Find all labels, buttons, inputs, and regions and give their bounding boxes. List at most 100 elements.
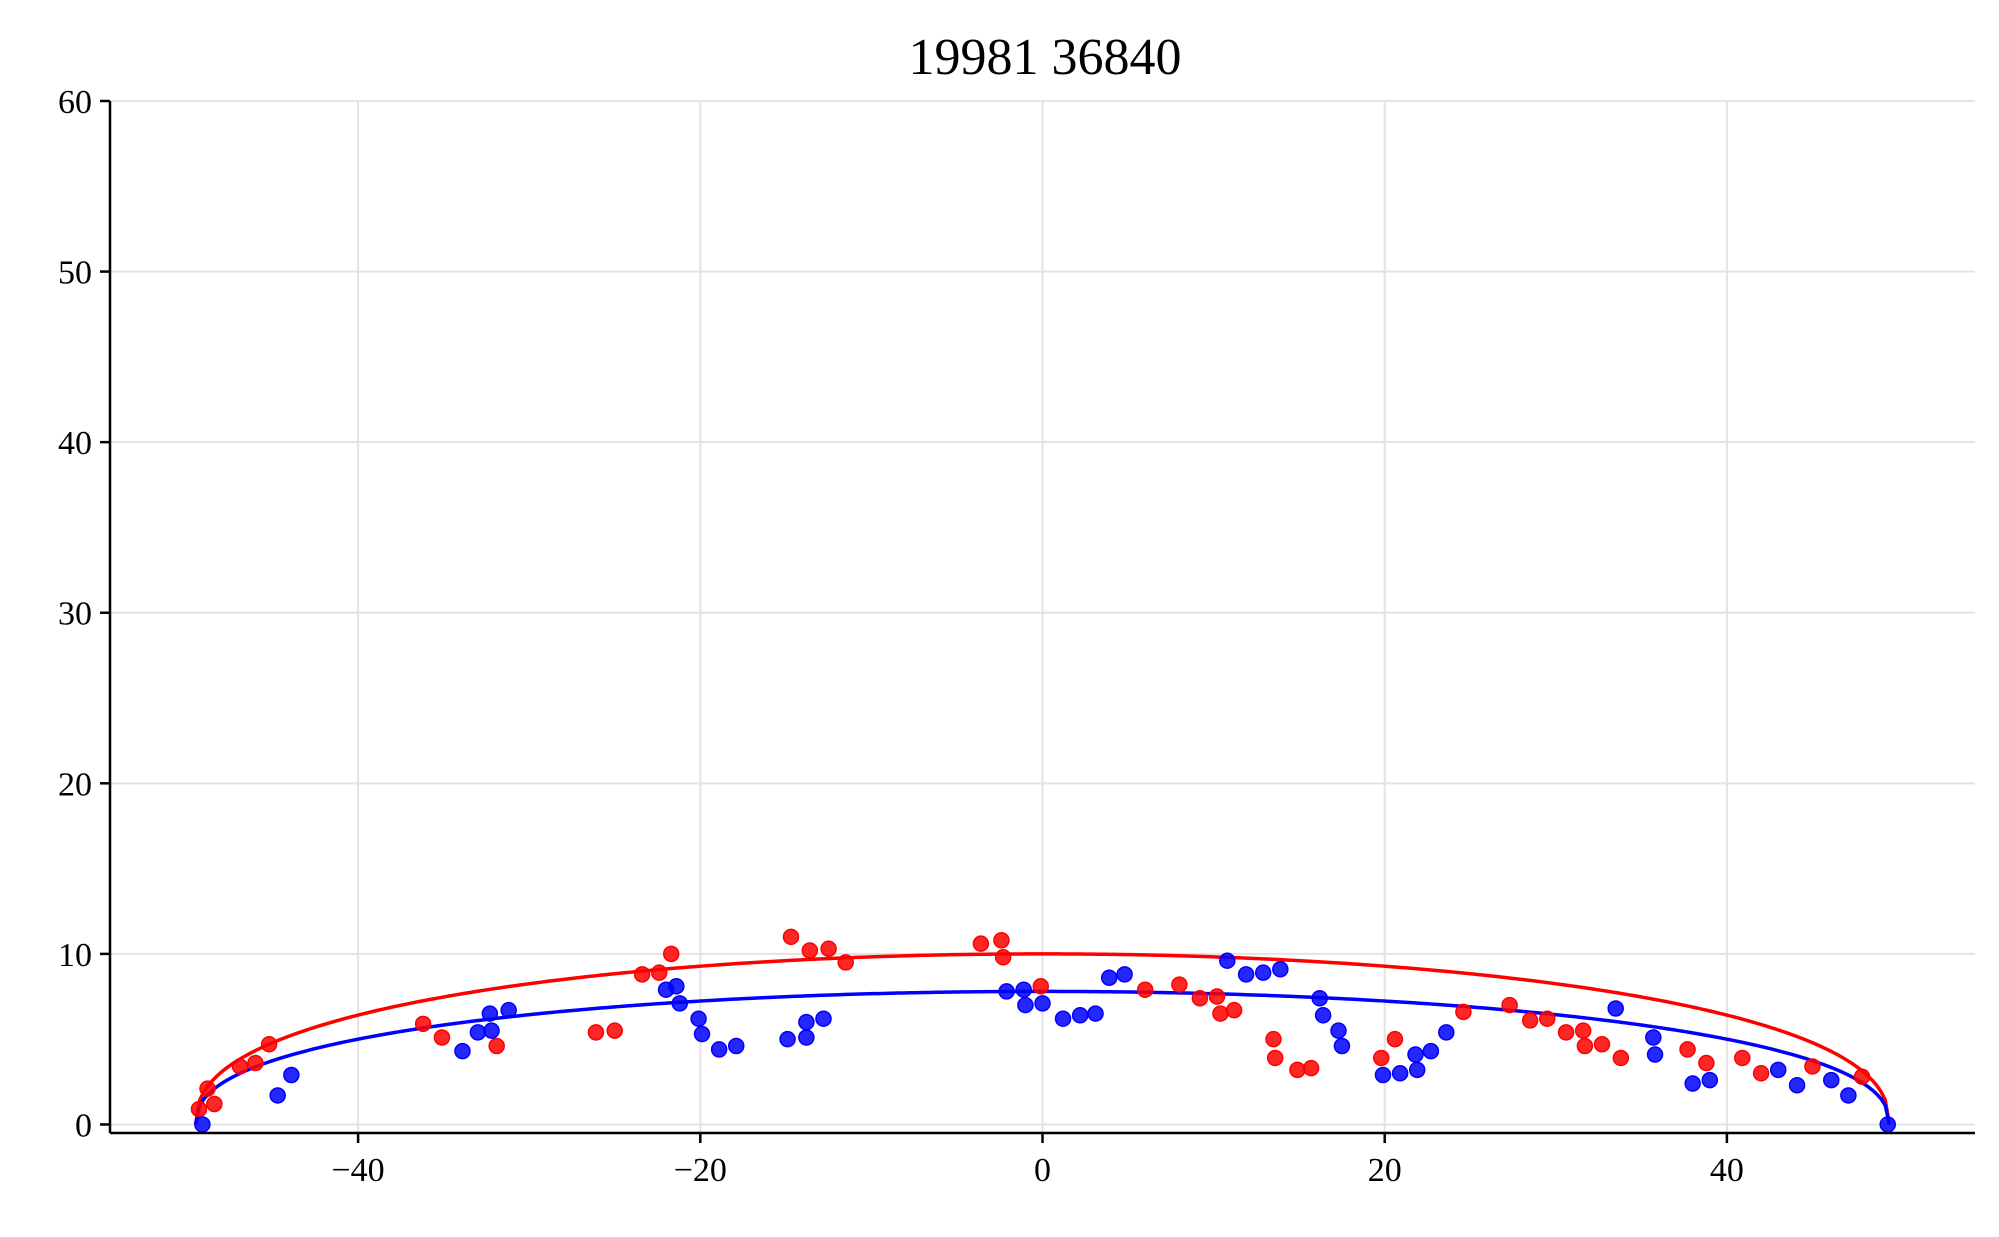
data-point (1373, 1049, 1390, 1067)
data-point (993, 932, 1010, 949)
data-point (1191, 989, 1209, 1007)
data-point (190, 1100, 208, 1118)
data-point (283, 1066, 300, 1084)
data-point (1100, 969, 1118, 987)
data-point (1054, 1010, 1072, 1027)
data-point (1645, 1029, 1662, 1046)
data-point (998, 983, 1015, 1000)
data-point (837, 954, 854, 971)
data-point (1208, 988, 1226, 1005)
data-point (247, 1054, 264, 1072)
data-point (1455, 1003, 1472, 1021)
data-point (690, 1010, 707, 1027)
data-points (190, 928, 1896, 1133)
data-point (815, 1010, 832, 1027)
data-point (1265, 1030, 1282, 1048)
data-point (269, 1087, 286, 1104)
data-point (1136, 981, 1154, 998)
data-point (1701, 1071, 1719, 1089)
data-point (1015, 981, 1032, 998)
data-point (662, 945, 680, 963)
data-point (1266, 1049, 1284, 1067)
y-tick-label: 20 (58, 766, 92, 803)
data-point (1574, 1022, 1592, 1039)
data-point (1823, 1071, 1840, 1089)
data-point (1034, 995, 1051, 1012)
data-point (1087, 1005, 1104, 1022)
data-point (779, 1030, 796, 1048)
data-point (994, 949, 1012, 966)
data-point (1408, 1061, 1426, 1079)
x-tick-label: −20 (674, 1152, 727, 1189)
data-point (1557, 1024, 1575, 1041)
data-point (433, 1029, 451, 1046)
y-tick-label: 60 (58, 84, 92, 121)
data-point (798, 1013, 815, 1031)
data-point (1734, 1049, 1751, 1067)
data-point (206, 1095, 223, 1113)
data-point (1501, 996, 1518, 1014)
data-point (1254, 964, 1272, 981)
data-point (710, 1041, 728, 1058)
data-point (1422, 1042, 1440, 1060)
x-tick-label: 20 (1368, 1152, 1402, 1189)
data-point (782, 928, 800, 946)
data-point (1333, 1037, 1351, 1055)
data-point (454, 1042, 471, 1060)
x-tick-label: −40 (332, 1152, 385, 1189)
data-point (1593, 1036, 1611, 1053)
data-point (1171, 976, 1188, 993)
data-point (633, 966, 651, 983)
data-point (671, 995, 689, 1012)
data-point (1289, 1061, 1306, 1079)
data-point (1840, 1087, 1857, 1104)
data-point (231, 1058, 249, 1075)
y-tick-label: 10 (58, 937, 92, 974)
y-tick-label: 30 (58, 596, 92, 633)
data-point (650, 964, 668, 981)
data-point (1272, 960, 1289, 978)
data-point (1646, 1046, 1664, 1063)
data-point (727, 1037, 745, 1055)
data-point (1521, 1012, 1539, 1029)
data-point (801, 942, 819, 959)
data-point (1212, 1005, 1229, 1022)
data-point (1879, 1116, 1896, 1133)
data-point (1219, 952, 1236, 969)
data-point (1302, 1059, 1320, 1077)
data-point (1330, 1022, 1347, 1039)
data-point (1853, 1068, 1871, 1085)
data-point (1391, 1065, 1409, 1082)
data-point (606, 1022, 623, 1039)
y-tick-label: 0 (75, 1107, 92, 1144)
data-point (260, 1036, 278, 1053)
data-point (1752, 1065, 1770, 1082)
data-point (972, 935, 990, 952)
data-point (798, 1029, 815, 1046)
data-point (469, 1024, 487, 1041)
data-point (820, 940, 837, 958)
data-point (481, 1005, 499, 1022)
data-point (1438, 1024, 1455, 1041)
fit-curve (193, 952, 1892, 1125)
data-point (1612, 1049, 1630, 1067)
data-point (1017, 996, 1034, 1014)
data-point (587, 1024, 605, 1041)
chart-title: 19981 36840 (909, 29, 1182, 86)
data-point (414, 1015, 432, 1033)
data-point (500, 1001, 517, 1019)
x-tick-label: 40 (1710, 1152, 1744, 1189)
data-point (1576, 1037, 1594, 1055)
data-point (1804, 1058, 1821, 1075)
data-point (1539, 1010, 1556, 1027)
grid (110, 100, 1975, 1133)
data-point (1225, 1001, 1243, 1019)
data-point (1311, 989, 1328, 1007)
data-point (1237, 966, 1255, 983)
data-point (1407, 1046, 1424, 1063)
x-tick-label: 0 (1034, 1152, 1051, 1189)
y-tick-label: 40 (58, 425, 92, 462)
data-point (194, 1116, 211, 1133)
data-point (1788, 1076, 1806, 1094)
data-point (1116, 966, 1133, 983)
